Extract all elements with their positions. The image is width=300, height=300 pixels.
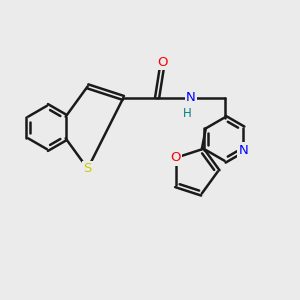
Text: H: H (183, 107, 191, 120)
Text: N: N (186, 92, 196, 104)
Text: S: S (83, 162, 92, 175)
Text: O: O (170, 151, 181, 164)
Text: O: O (158, 56, 168, 69)
Text: N: N (238, 143, 248, 157)
